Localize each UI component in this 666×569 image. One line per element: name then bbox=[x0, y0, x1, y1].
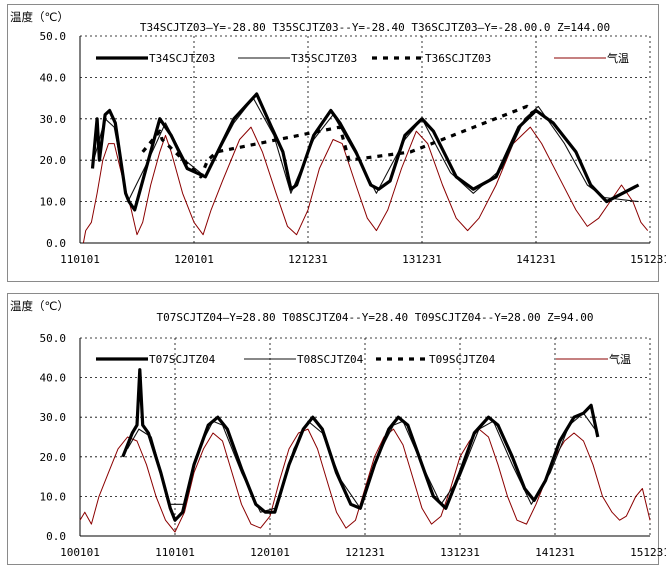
y-tick-label: 10.0 bbox=[40, 490, 67, 503]
x-tick-label: 121231 bbox=[288, 253, 328, 266]
x-tick-label: 110101 bbox=[155, 546, 195, 559]
y-tick-label: 50.0 bbox=[40, 30, 67, 43]
y-tick-label: 30.0 bbox=[40, 113, 67, 126]
x-tick-label: 120101 bbox=[174, 253, 214, 266]
chart-bottom-svg: 温度（℃） T07SCJTZ04—Y=28.80 T08SCJTZ04--Y=28… bbox=[10, 299, 666, 559]
legend-label: 气温 bbox=[607, 51, 629, 65]
chart-top-svg: 温度（℃） T34SCJTZ03—Y=-28.80 T35SCJTZ03--Y=-… bbox=[10, 10, 666, 266]
x-tick-label: 151231 bbox=[630, 546, 666, 559]
legend-label: T09SCJTZ04 bbox=[429, 353, 496, 366]
x-tick-label: 110101 bbox=[60, 253, 100, 266]
legend-label: 气温 bbox=[609, 352, 631, 366]
x-tick-label: 151231 bbox=[630, 253, 666, 266]
legend-label: T08SCJTZ04 bbox=[297, 353, 364, 366]
series-line-T34SCJTZ03 bbox=[90, 92, 640, 212]
legend-label: T07SCJTZ04 bbox=[149, 353, 216, 366]
x-tick-label: 120101 bbox=[250, 546, 290, 559]
y-tick-label: 20.0 bbox=[40, 154, 67, 167]
y-tick-label: 20.0 bbox=[40, 451, 67, 464]
legend-label: T34SCJTZ03 bbox=[149, 52, 215, 65]
chart-title: T07SCJTZ04—Y=28.80 T08SCJTZ04--Y=28.40 T… bbox=[156, 311, 593, 324]
y-tick-label: 50.0 bbox=[40, 332, 67, 345]
y-axis-label: 温度（℃） bbox=[10, 299, 69, 313]
series-line-T35SCJTZ03 bbox=[93, 97, 639, 203]
legend-label: T35SCJTZ03 bbox=[291, 52, 357, 65]
x-tick-label: 131231 bbox=[440, 546, 480, 559]
x-tick-label: 131231 bbox=[402, 253, 442, 266]
x-tick-label: 141231 bbox=[535, 546, 575, 559]
x-tick-label: 121231 bbox=[345, 546, 385, 559]
y-axis-label: 温度（℃） bbox=[10, 10, 69, 24]
x-tick-label: 100101 bbox=[60, 546, 100, 559]
y-tick-label: 0.0 bbox=[46, 237, 66, 250]
x-tick-label: 141231 bbox=[516, 253, 556, 266]
chart-panel-top: 温度（℃） T34SCJTZ03—Y=-28.80 T35SCJTZ03--Y=-… bbox=[7, 4, 666, 282]
series-line-T07SCJTZ04 bbox=[121, 368, 600, 522]
y-tick-label: 10.0 bbox=[40, 196, 67, 209]
y-tick-label: 30.0 bbox=[40, 411, 67, 424]
legend-label: T36SCJTZ03 bbox=[425, 52, 491, 65]
y-tick-label: 40.0 bbox=[40, 372, 67, 385]
y-tick-label: 40.0 bbox=[40, 71, 67, 84]
chart-panel-bottom: 温度（℃） T07SCJTZ04—Y=28.80 T08SCJTZ04--Y=28… bbox=[7, 293, 666, 565]
y-tick-label: 0.0 bbox=[46, 530, 66, 543]
series-line-气温 bbox=[82, 126, 649, 244]
chart-title: T34SCJTZ03—Y=-28.80 T35SCJTZ03--Y=-28.40… bbox=[140, 21, 610, 34]
